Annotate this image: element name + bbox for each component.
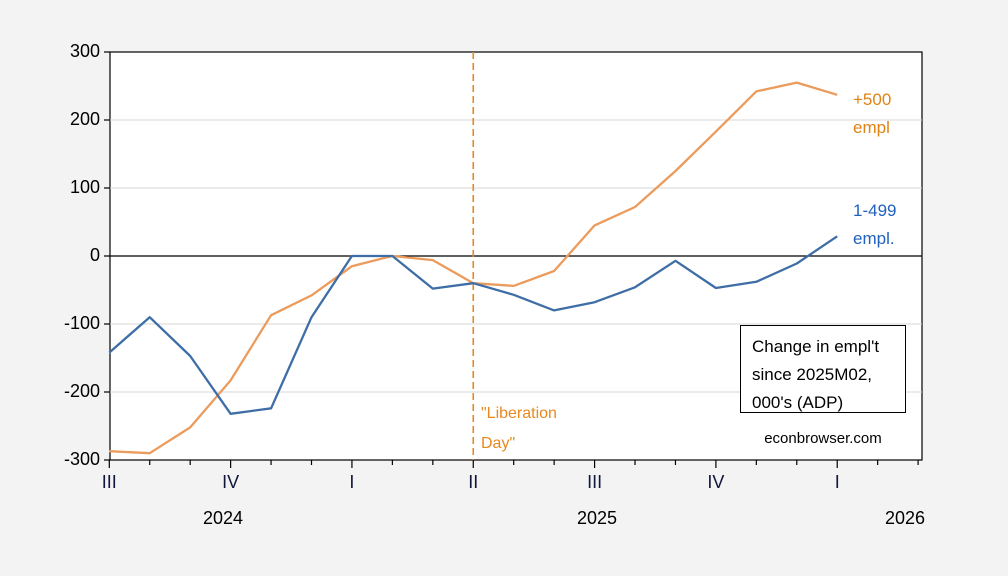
x-quarter-label: IV <box>707 472 725 492</box>
x-quarter-label: II <box>468 472 479 492</box>
chart-title-box: Change in empl't since 2025M02, 000's (A… <box>740 325 906 413</box>
series-label-500-empl: +500 empl <box>853 86 891 142</box>
series-label-line: 1-499 <box>853 201 897 220</box>
title-line: since 2025M02, <box>752 365 873 384</box>
liberation-day-annotation: "Liberation Day" <box>481 399 557 459</box>
title-line: 000's (ADP) <box>752 393 844 412</box>
series-label-1-499-empl: 1-499 empl. <box>853 197 896 253</box>
title-line: Change in empl't <box>752 337 880 356</box>
x-quarter-label: III <box>101 472 117 492</box>
annotation-line: Day" <box>481 435 516 452</box>
x-quarter-label: I <box>349 472 355 492</box>
y-tick-label: 100 <box>69 177 100 197</box>
y-tick-label: -200 <box>63 381 100 401</box>
series-label-line: empl. <box>853 229 895 248</box>
x-year-label: 2024 <box>202 508 244 528</box>
annotation-line: "Liberation <box>481 405 557 422</box>
x-year-label: 2026 <box>884 508 926 528</box>
y-tick-label: -300 <box>63 449 100 469</box>
y-tick-label: 200 <box>69 109 100 129</box>
series-label-line: +500 <box>853 90 892 109</box>
x-quarter-label: III <box>587 472 603 492</box>
y-tick-label: 300 <box>69 41 100 61</box>
x-quarter-label: I <box>834 472 840 492</box>
series-label-line: empl <box>853 118 890 137</box>
x-quarter-label: IV <box>222 472 240 492</box>
y-tick-label: 0 <box>89 245 100 265</box>
source-credit: econbrowser.com <box>764 430 882 447</box>
y-tick-label: -100 <box>63 313 100 333</box>
x-year-label: 2025 <box>576 508 618 528</box>
